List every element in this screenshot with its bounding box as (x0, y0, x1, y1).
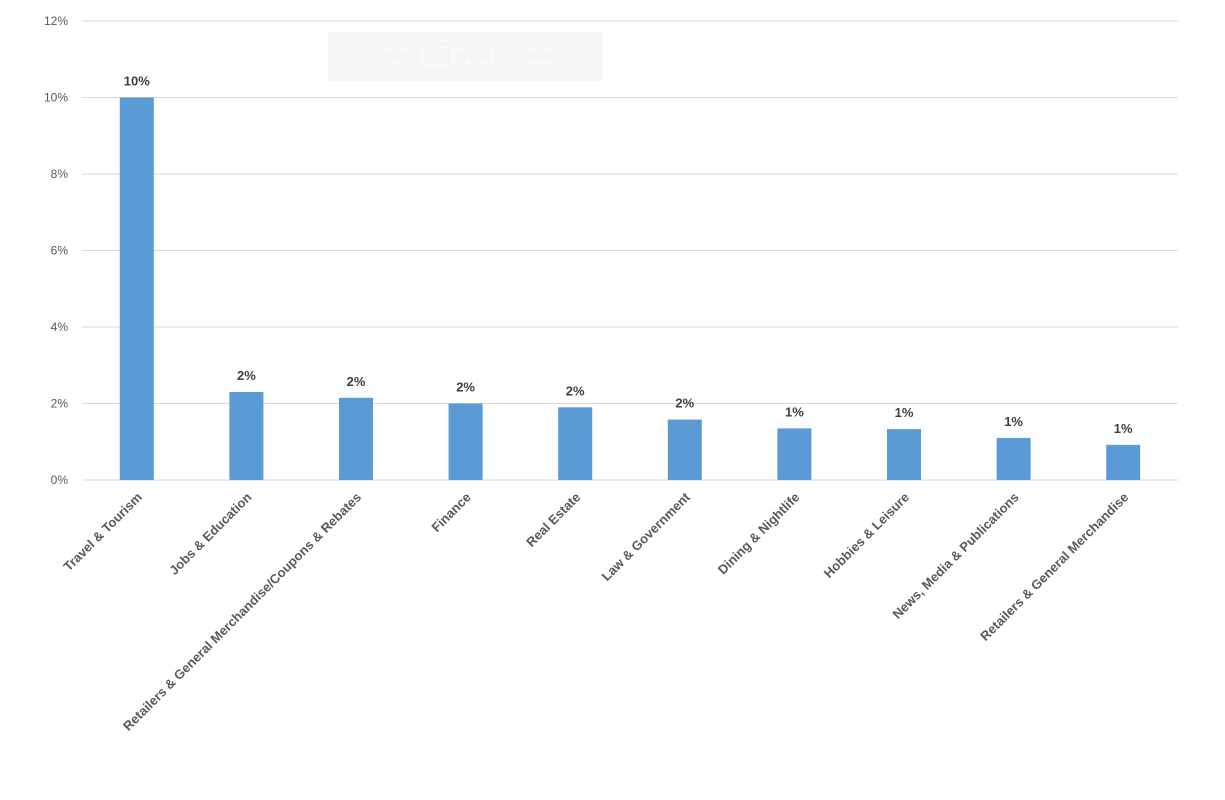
data-labels: 10% 2% 2% 2% 2% 2% 1% 1% 1% 1% (124, 74, 1133, 436)
y-tick-label: 12% (44, 14, 68, 28)
data-label: 1% (1114, 421, 1133, 436)
data-label: 1% (1004, 414, 1023, 429)
gridlines (82, 20, 1178, 481)
y-tick-label: 0% (51, 473, 69, 487)
bar (996, 437, 1031, 480)
y-tick-label: 8% (51, 167, 69, 181)
data-label: 2% (675, 396, 694, 411)
bar (667, 419, 702, 480)
x-tick-label: Hobbies & Leisure (821, 490, 912, 581)
bars (119, 97, 1141, 480)
fullscreen-exit-banner: Press Esc to exit full screen (328, 32, 603, 81)
x-tick-label: Law & Government (599, 489, 694, 584)
bar (229, 392, 264, 480)
y-tick-label: 6% (51, 244, 69, 258)
x-tick-label: Jobs & Education (166, 489, 254, 577)
data-label: 2% (456, 380, 475, 395)
x-tick-label: Finance (428, 490, 473, 535)
bar (887, 429, 921, 480)
x-tick-label: Retailers & General Merchandise/Coupons … (120, 490, 364, 734)
bar (1106, 444, 1141, 480)
x-tick-label: News, Media & Publications (890, 490, 1022, 622)
data-label: 1% (785, 404, 804, 419)
bar (448, 403, 483, 480)
x-tick-label: Travel & Tourism (60, 490, 145, 575)
bar (558, 407, 593, 480)
y-tick-label: 10% (44, 91, 68, 105)
data-label: 2% (347, 374, 366, 389)
data-label: 10% (124, 74, 150, 89)
x-axis-ticks: Travel & Tourism Jobs & EducationRetailer… (60, 489, 1131, 734)
data-label: 1% (895, 405, 914, 420)
bar (339, 397, 373, 480)
x-tick-label: Real Estate (523, 490, 583, 550)
banner-rest-text: to exit full screen (455, 49, 553, 64)
esc-key-badge: Esc (417, 42, 450, 71)
y-tick-label: 4% (51, 320, 69, 334)
banner-press-text: Press (378, 49, 412, 64)
data-label: 2% (237, 368, 256, 383)
data-label: 2% (566, 383, 585, 398)
x-tick-label: Dining & Nightlife (715, 490, 803, 578)
y-tick-label: 2% (51, 397, 69, 411)
bar (119, 97, 154, 480)
bar (777, 428, 812, 480)
y-axis-ticks: 0% 2% 4% 6% 8% 10% 12% (44, 14, 68, 487)
